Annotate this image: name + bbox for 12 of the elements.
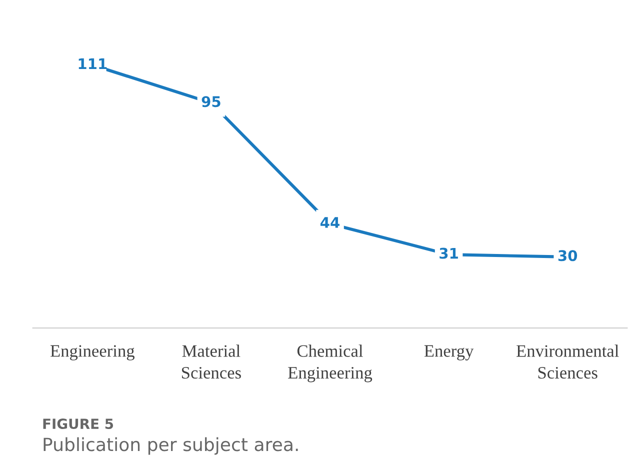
x-tick-label: Energy xyxy=(424,345,474,360)
data-label: 95 xyxy=(202,96,220,108)
data-label: 31 xyxy=(440,248,458,259)
data-label: 111 xyxy=(78,58,107,70)
data-label: 44 xyxy=(320,217,340,228)
x-tick-label: Chemical Engineering xyxy=(288,344,372,382)
caption: FIGURE 5 xyxy=(43,418,114,430)
x-tick-label: Environmental Sciences xyxy=(516,344,619,379)
x-tick-label: Engineering xyxy=(50,345,134,360)
x-tick-label: Material Sciences xyxy=(182,344,241,379)
text: Publication per subject area. xyxy=(44,437,298,455)
data-label: 30 xyxy=(558,250,578,262)
